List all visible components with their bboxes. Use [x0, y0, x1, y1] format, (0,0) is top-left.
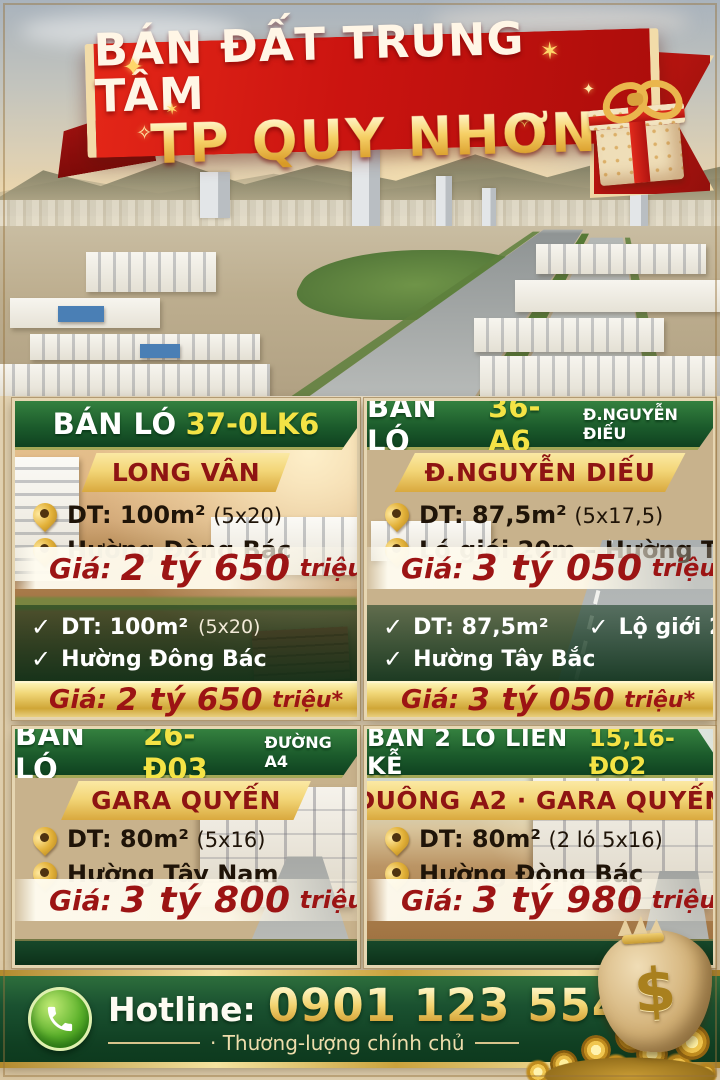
building: [515, 280, 720, 312]
check-icon: ✓: [383, 645, 404, 673]
price-banner-gold: Giá: 2 tý 650 triệu*: [15, 681, 357, 717]
building: [0, 364, 270, 396]
firework-icon: ✦: [121, 52, 145, 83]
price-banner-gold: Giá: 3 tý 050 triệu*: [367, 681, 713, 717]
firework-icon: ✶: [539, 36, 561, 66]
map-pin-icon: [33, 503, 57, 527]
location-banner: ĐUÔNG A2 · GARA QUYẾN: [367, 781, 713, 820]
check-icon: ✓: [31, 645, 52, 673]
feature-checklist: ✓ DT: 100m² (5x20) ✓ Hường Đông Bác: [15, 605, 357, 681]
listing-card-37-0lk6: BÁN LÓ 37-0LK6 LONG VÂN DT: 100m² (5x20)…: [11, 397, 361, 721]
map-pin-icon: [385, 862, 409, 886]
tagline: · Thương-lượng chính chủ: [108, 1031, 657, 1055]
highrise-tower: [200, 172, 230, 218]
listing-info: DT: 80m² (5x16) Hường Tây Nam: [33, 821, 345, 891]
location-banner: LONG VÂN: [81, 453, 291, 492]
building: [86, 252, 216, 292]
highrise-tower: [482, 188, 496, 230]
map-pin-icon: [33, 827, 57, 851]
building: [536, 244, 706, 274]
price-banner: Giá: 3 tý 050 triệu*: [367, 547, 713, 589]
phone-icon: [28, 987, 92, 1051]
price-banner: Giá: 3 tý 800 triệu*: [15, 879, 357, 921]
card-header: BÁN 2 LÓ LIẾN KỄ 15,16-ĐO2: [367, 729, 713, 778]
check-icon: ✓: [383, 613, 404, 641]
gift-box-icon: [581, 71, 710, 191]
location-banner: GARA QUYẾN: [61, 781, 311, 820]
dollar-sign: $: [631, 954, 679, 1028]
highrise-tower: [436, 176, 452, 228]
money-bag-icon: $: [598, 915, 712, 1052]
map-pin-icon: [33, 862, 57, 886]
blue-roof: [58, 306, 104, 322]
price-banner: Giá: 3 tý 980 triệu*: [367, 879, 713, 921]
listing-card-26-d03: BÁN LÓ 26-Đ03 ĐƯỜNG A4 GARA QUYẾN DT: 80…: [11, 725, 361, 969]
check-icon: ✓: [588, 613, 609, 641]
hotline-label: Hotline:: [108, 990, 256, 1029]
title-ribbon: ✦ ✶ ✧ ✶ ✦ ✧ BÁN ĐẤT TRUNG TÂM TP QUY NHƠ…: [0, 0, 720, 210]
building: [474, 318, 664, 352]
price-banner: Giá: 2 tý 650 triệu*: [15, 547, 357, 589]
poster-title-line2: TP QUY NHƠN: [149, 100, 599, 177]
listing-card-36-a6: BÁN LÓ 36-A6 Đ.NGUYỄN ĐIẾU Đ.NGUYỄN DIẾU…: [363, 397, 717, 721]
highrise-tower: [352, 142, 380, 232]
money-graphic: $: [520, 915, 720, 1080]
blue-roof: [140, 344, 180, 358]
card-header: BÁN LÓ 37-0LK6: [15, 401, 357, 450]
card-header: BÁN LÓ 36-A6 Đ.NGUYỄN ĐIẾU: [367, 401, 713, 450]
location-banner: Đ.NGUYỄN DIẾU: [394, 453, 686, 492]
ribbon-panel: ✦ ✶ ✧ ✶ ✦ ✧ BÁN ĐẤT TRUNG TÂM TP QUY NHƠ…: [84, 12, 662, 176]
map-pin-icon: [385, 503, 409, 527]
card-header: BÁN LÓ 26-Đ03 ĐƯỜNG A4: [15, 729, 357, 778]
building: [480, 356, 720, 396]
check-icon: ✓: [31, 613, 52, 641]
map-pin-icon: [385, 827, 409, 851]
card-footer-strip: [15, 939, 357, 965]
feature-checklist: ✓ DT: 87,5m² ✓ Lộ giới 20m – ✓ Hường Tây…: [367, 605, 713, 681]
